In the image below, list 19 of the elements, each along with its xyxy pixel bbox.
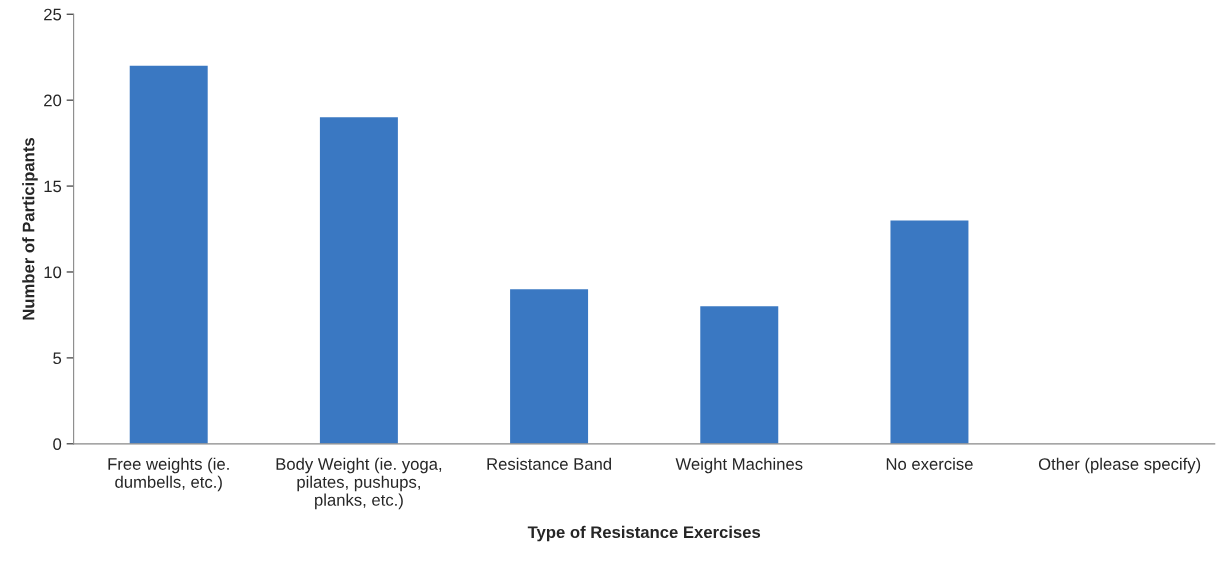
- y-tick-label: 15: [44, 180, 62, 193]
- bar: [510, 289, 589, 444]
- y-tick-label: 0: [53, 438, 62, 451]
- y-tick-label: 10: [44, 266, 62, 279]
- x-tick-label: Body Weight (ie. yoga, pilates, pushups, planks, etc.): [276, 457, 442, 510]
- x-axis-title: Type of Resistance Exercises: [527, 525, 761, 542]
- x-tick-label: No exercise: [886, 457, 973, 470]
- x-tick-label: Other (please specify): [1038, 457, 1201, 474]
- y-tick-label: 25: [44, 8, 62, 21]
- bar: [700, 306, 779, 444]
- y-axis-title: Number of Participants: [22, 138, 38, 320]
- x-tick-label: Weight Machines: [675, 457, 803, 474]
- bar: [319, 117, 398, 444]
- y-tick-label: 5: [53, 352, 62, 365]
- bar: [129, 65, 208, 444]
- x-tick-label: Free weights (ie. dumbells, etc.): [108, 457, 229, 492]
- x-tick-label: Resistance Band: [487, 457, 612, 470]
- y-tick-label: 20: [44, 94, 62, 107]
- bar: [890, 220, 969, 444]
